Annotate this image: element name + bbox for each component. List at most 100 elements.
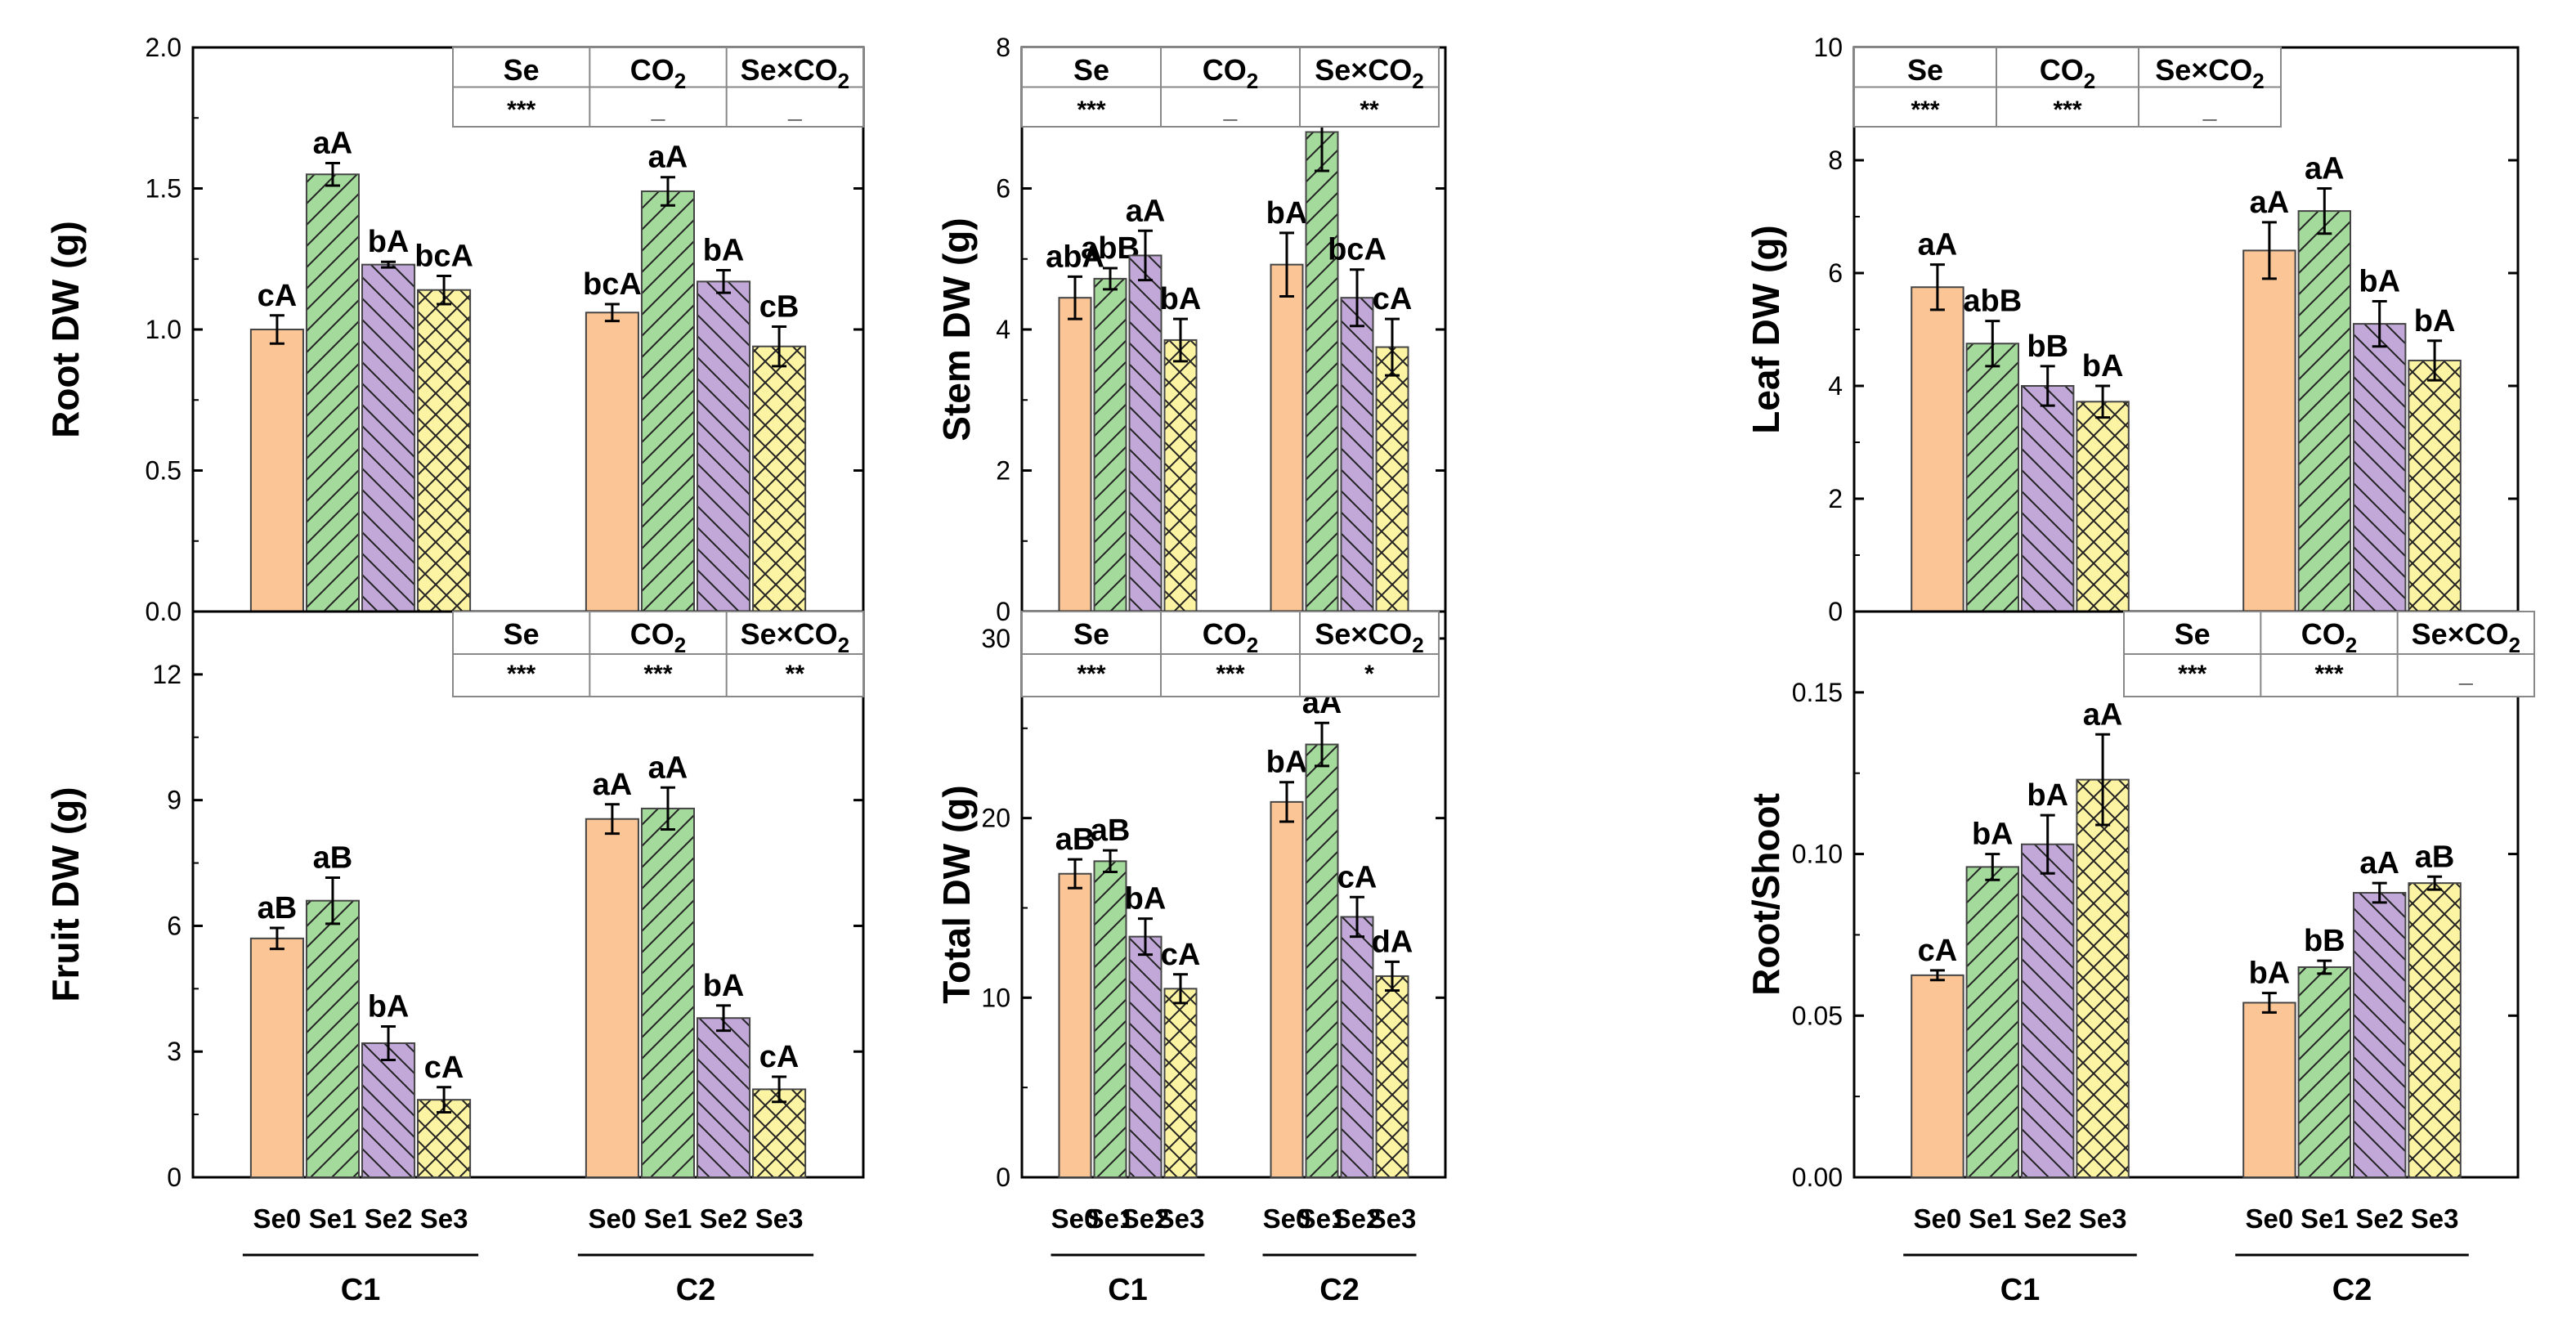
anova-value: *	[1364, 661, 1374, 688]
bar-C1-Se0	[1911, 974, 1964, 1179]
anova-header: CO2	[2040, 53, 2095, 93]
y-tick-label: 0.05	[1792, 1001, 1843, 1030]
anova-header: Se×CO2	[741, 617, 850, 657]
significance-label: bA	[368, 225, 410, 259]
anova-value: _	[787, 96, 802, 123]
bar-C2-Se1	[1305, 131, 1339, 612]
x-tick-label: Se3	[420, 1203, 468, 1234]
anova-header: Se×CO2	[1315, 617, 1424, 657]
x-tick-label: Se3	[2411, 1203, 2459, 1234]
significance-label: bcA	[414, 239, 473, 273]
anova-table: Se *** CO2 *** Se×CO2 _	[2123, 611, 2535, 697]
significance-label: bcA	[1328, 233, 1387, 267]
significance-label: aA	[313, 126, 353, 160]
anova-header: Se	[1907, 53, 1943, 87]
x-tick-label: Se3	[2079, 1203, 2127, 1234]
y-tick-label: 30	[981, 624, 1010, 653]
x-tick-label: Se1	[1086, 1203, 1135, 1234]
significance-label: bA	[368, 989, 410, 1024]
bar-C2-Se0	[2242, 1002, 2296, 1179]
x-tick-label: Se2	[2355, 1203, 2404, 1234]
bar-C1-Se1	[305, 899, 360, 1178]
significance-label: bA	[2249, 957, 2291, 991]
x-tick-label: Se2	[2023, 1203, 2072, 1234]
bar-C2-Se3	[1375, 975, 1409, 1179]
anova-value: ***	[507, 96, 535, 123]
y-tick-label: 1.5	[146, 174, 181, 204]
group-label: C1	[2000, 1273, 2041, 1307]
anova-value: ***	[507, 661, 535, 688]
bar-C1-Se0	[249, 329, 304, 612]
bar-C2-Se2	[1340, 916, 1374, 1178]
anova-value: ***	[2178, 661, 2206, 688]
y-axis-label: Leaf DW (g)	[1745, 225, 1787, 434]
significance-label: bB	[2304, 924, 2345, 958]
significance-label: aA	[648, 141, 688, 175]
significance-label: cA	[1161, 938, 1201, 972]
bar-C1-Se3	[417, 289, 472, 612]
y-axis-label: Root DW (g)	[44, 221, 87, 438]
y-tick-label: 8	[996, 33, 1010, 62]
x-tick-label: Se1	[644, 1203, 692, 1234]
anova-value: ***	[1911, 96, 1939, 123]
anova-value: ***	[643, 661, 672, 688]
anova-value: ***	[1216, 661, 1244, 688]
y-tick-label: 4	[1828, 371, 1843, 401]
significance-label: bA	[1266, 196, 1308, 231]
bar-C1-Se0	[1058, 872, 1092, 1178]
y-tick-label: 10	[1813, 33, 1843, 62]
bar-C2-Se3	[752, 345, 807, 612]
anova-table: Se *** CO2 _ Se×CO2 **	[1021, 47, 1440, 128]
significance-label: bA	[2027, 778, 2068, 813]
anova-header: Se×CO2	[1315, 53, 1424, 93]
bar-C2-Se1	[2297, 966, 2352, 1178]
bar-C1-Se2	[2021, 385, 2075, 612]
y-tick-label: 0	[1828, 597, 1843, 626]
bar-C2-Se1	[640, 190, 695, 612]
bar-C2-Se1	[1305, 743, 1339, 1178]
anova-value: ***	[1077, 661, 1105, 688]
y-tick-label: 3	[167, 1037, 181, 1066]
significance-label: dA	[1372, 925, 1413, 959]
significance-label: aA	[2305, 152, 2345, 186]
y-tick-label: 0	[996, 1163, 1010, 1192]
bar-C2-Se3	[1375, 346, 1409, 612]
bar-C2-Se3	[2408, 882, 2462, 1179]
significance-label: cA	[258, 279, 298, 313]
y-axis-label: Stem DW (g)	[935, 217, 978, 441]
bar-C2-Se2	[2353, 323, 2407, 612]
significance-label: cB	[759, 290, 800, 325]
anova-header: CO2	[630, 617, 686, 657]
bar-C2-Se0	[1270, 800, 1304, 1178]
significance-label: bA	[1160, 282, 1202, 316]
bar-C1-Se1	[1093, 860, 1127, 1179]
bar-C2-Se0	[1270, 263, 1304, 612]
bar-C1-Se3	[2076, 401, 2130, 612]
bar-C2-Se1	[2297, 210, 2352, 612]
x-tick-label: Se2	[365, 1203, 413, 1234]
anova-value: ***	[2314, 661, 2343, 688]
significance-label: cA	[1918, 934, 1958, 968]
anova-header: CO2	[630, 53, 686, 93]
bar-C2-Se2	[2353, 892, 2407, 1178]
significance-label: aB	[313, 840, 353, 875]
significance-label: bA	[1972, 818, 2014, 852]
anova-table: Se *** CO2 _ Se×CO2 _	[452, 47, 864, 128]
bar-C2-Se3	[752, 1088, 807, 1179]
significance-label: aA	[2083, 697, 2123, 732]
y-tick-label: 8	[1828, 146, 1843, 175]
x-tick-label: Se0	[1914, 1203, 1962, 1234]
x-tick-label: Se2	[1122, 1203, 1170, 1234]
anova-value: _	[1223, 96, 1238, 123]
y-tick-label: 9	[167, 786, 181, 815]
significance-label: aA	[1918, 228, 1958, 262]
anova-header: CO2	[1203, 53, 1258, 93]
y-tick-label: 6	[996, 174, 1010, 204]
group-label: C1	[341, 1273, 381, 1307]
x-tick-label: Se1	[2300, 1203, 2349, 1234]
x-tick-label: Se3	[1369, 1203, 1417, 1234]
y-tick-label: 0	[167, 1163, 181, 1192]
y-axis-label: Root/Shoot	[1745, 793, 1787, 996]
